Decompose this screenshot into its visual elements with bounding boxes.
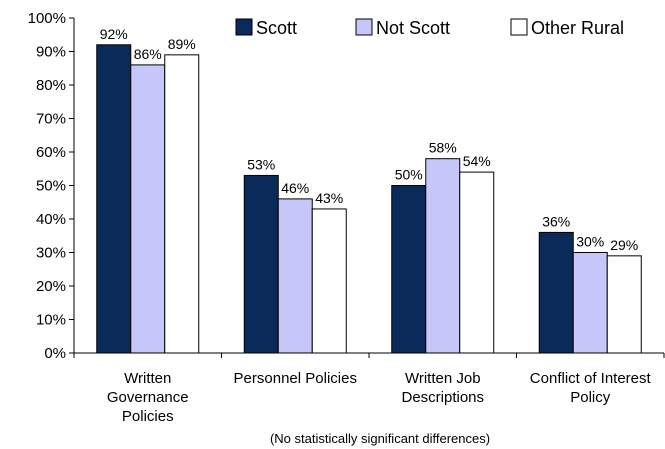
bars: [96, 44, 642, 354]
legend-swatch: [510, 18, 528, 36]
legend-swatch: [235, 18, 253, 36]
axes: 0% 10% 20% 30% 40% 50% 60% 70% 80% 90% 100% Written…: [28, 10, 665, 425]
bar-not-scott: [572, 252, 608, 354]
chart-note: (No statistically significant difference…: [270, 431, 490, 446]
bar-scott: [538, 231, 574, 354]
y-tick-label: 50%: [36, 178, 66, 195]
data-label: 43%: [315, 190, 343, 206]
data-label: 46%: [281, 180, 309, 196]
x-category-label: Policies: [122, 408, 174, 425]
data-label: 36%: [542, 213, 570, 229]
y-tick-label: 0%: [44, 345, 66, 362]
y-tick-label: 40%: [36, 211, 66, 228]
y-tick-label: 60%: [36, 144, 66, 161]
y-tick-label: 90%: [36, 44, 66, 61]
data-label: 29%: [610, 237, 638, 253]
legend-label: Other Rural: [531, 18, 624, 38]
legend-swatch: [355, 18, 373, 36]
y-tick-label: 80%: [36, 77, 66, 94]
bar-not-scott: [277, 198, 313, 354]
data-label: 53%: [247, 156, 275, 172]
legend-label: Not Scott: [376, 18, 450, 38]
bar-other-rural: [311, 208, 347, 354]
legend: Scott Not Scott Other Rural: [235, 18, 624, 38]
data-label: 92%: [100, 26, 128, 42]
bar-other-rural: [606, 255, 642, 354]
x-category-label: Written Job: [405, 370, 481, 387]
bar-scott: [243, 174, 279, 354]
bar-not-scott: [425, 158, 461, 354]
bar-scott: [96, 44, 132, 354]
y-tick-label: 100%: [28, 10, 66, 27]
x-category-label: Conflict of Interest: [530, 370, 652, 387]
y-tick-label: 10%: [36, 312, 66, 329]
bar-other-rural: [459, 171, 495, 354]
x-category-label: Governance: [107, 389, 189, 406]
data-label: 50%: [395, 167, 423, 183]
bar-not-scott: [130, 64, 166, 354]
data-label: 58%: [429, 140, 457, 156]
data-label: 89%: [168, 36, 196, 52]
x-category-label: Personnel Policies: [234, 370, 357, 387]
x-category-label: Written: [124, 370, 171, 387]
legend-label: Scott: [256, 18, 297, 38]
data-label: 54%: [463, 153, 491, 169]
x-category-label: Policy: [570, 389, 611, 406]
data-labels: 92% 86% 89% 53% 46% 43% 50% 58% 54% 36% 30% 29%: [100, 26, 639, 253]
data-label: 30%: [576, 234, 604, 250]
y-tick-label: 30%: [36, 245, 66, 262]
y-tick-label: 70%: [36, 111, 66, 128]
bar-other-rural: [164, 54, 200, 354]
y-tick-label: 20%: [36, 278, 66, 295]
x-category-label: Descriptions: [401, 389, 484, 406]
bar-scott: [391, 185, 427, 354]
data-label: 86%: [134, 46, 162, 62]
